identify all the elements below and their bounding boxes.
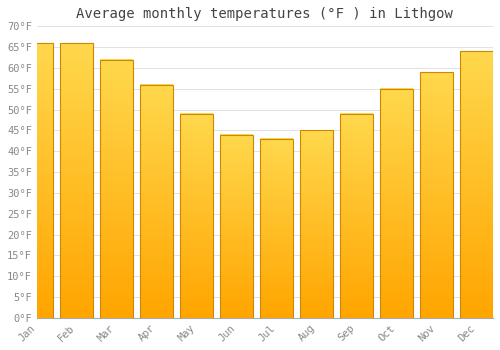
Bar bbox=[300, 131, 333, 318]
Bar bbox=[140, 85, 173, 318]
Title: Average monthly temperatures (°F ) in Lithgow: Average monthly temperatures (°F ) in Li… bbox=[76, 7, 454, 21]
Bar bbox=[180, 114, 213, 318]
Bar bbox=[220, 135, 253, 318]
Bar bbox=[20, 43, 53, 318]
Bar bbox=[260, 139, 293, 318]
Bar bbox=[460, 51, 493, 318]
Bar bbox=[340, 114, 373, 318]
Bar bbox=[100, 60, 133, 318]
Bar bbox=[380, 89, 413, 318]
Bar bbox=[420, 72, 453, 318]
Bar bbox=[60, 43, 93, 318]
